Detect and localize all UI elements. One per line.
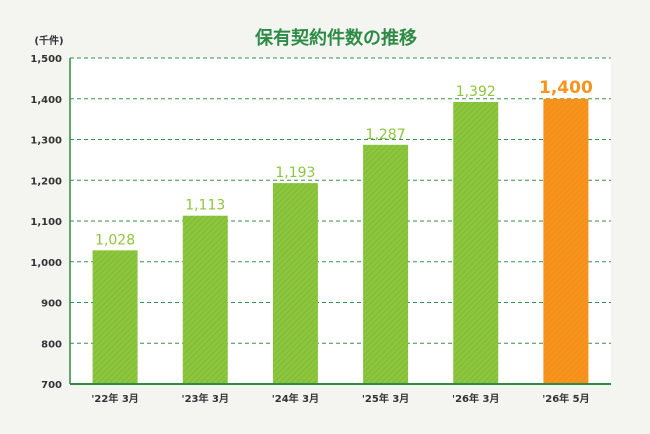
bar [453, 102, 499, 384]
x-axis-ticks: '22年 3月 '23年 3月 '24年 3月 '25年 3月 '26年 3月 '26年 … [91, 392, 589, 405]
y-axis-ticks: 700 800 900 1,000 1,100 1,200 1,300 1,400 1,500 [30, 54, 62, 391]
y-tick-label: 1,500 [30, 54, 62, 65]
y-tick-label: 800 [41, 339, 62, 350]
x-tick-label: '26年 5月 [542, 392, 589, 405]
bars [92, 98, 589, 384]
bar [182, 215, 228, 384]
y-axis-unit-label: (千件) [34, 34, 63, 47]
y-tick-label: 700 [41, 380, 62, 391]
bar [363, 144, 409, 384]
bar [92, 250, 138, 384]
value-label: 1,193 [275, 165, 315, 181]
bar-highlight [543, 98, 589, 384]
value-label: 1,400 [539, 78, 593, 98]
value-label: 1,028 [95, 232, 135, 248]
plot-area [70, 58, 611, 384]
value-label: 1,113 [185, 198, 225, 214]
y-tick-label: 1,400 [30, 95, 62, 106]
x-tick-label: '25年 3月 [362, 392, 409, 405]
gridlines [70, 57, 611, 344]
y-tick-label: 1,200 [30, 176, 62, 187]
x-tick-label: '24年 3月 [272, 392, 319, 405]
bar [272, 183, 318, 384]
y-tick-label: 1,300 [30, 136, 62, 147]
x-tick-label: '23年 3月 [182, 392, 229, 405]
x-tick-label: '26年 3月 [452, 392, 499, 405]
x-tick-label: '22年 3月 [91, 392, 138, 405]
y-tick-label: 1,100 [30, 217, 62, 228]
y-tick-label: 1,000 [30, 258, 62, 269]
value-label: 1,287 [366, 127, 406, 143]
chart-title: 保有契約件数の推移 [254, 27, 417, 49]
value-labels: 1,028 1,113 1,193 1,287 1,392 1,400 [95, 78, 593, 249]
value-label: 1,392 [456, 84, 496, 100]
y-tick-label: 900 [41, 299, 62, 310]
